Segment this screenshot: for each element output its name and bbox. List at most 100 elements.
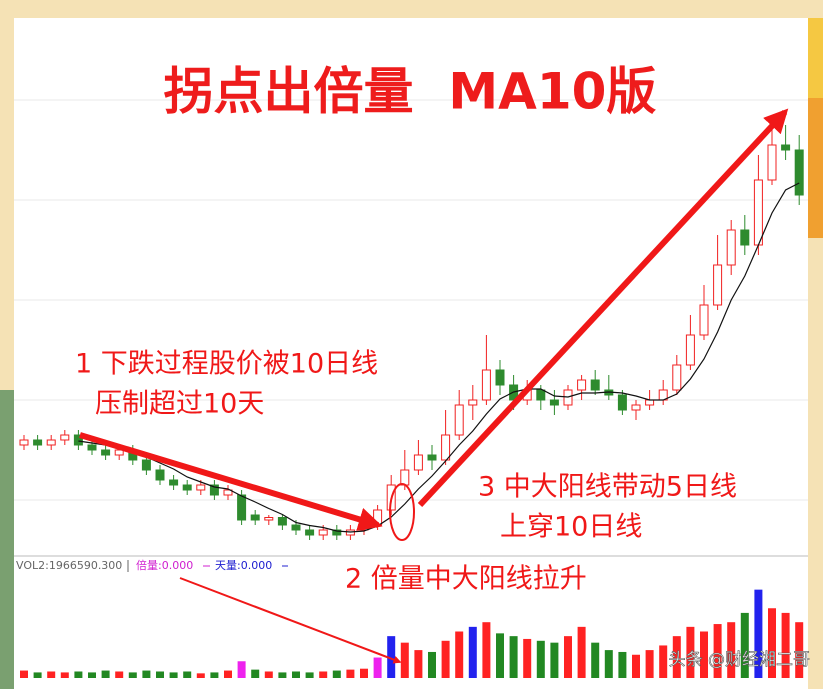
candle-body xyxy=(182,484,192,491)
marks xyxy=(19,120,804,678)
volume-bar xyxy=(577,626,586,678)
candle-body xyxy=(549,399,559,406)
grid xyxy=(14,99,808,557)
candle-body xyxy=(631,404,641,411)
volume-bar xyxy=(645,650,654,678)
volume-bar xyxy=(128,672,137,678)
candle-body xyxy=(726,229,736,266)
candle-body xyxy=(277,517,287,526)
annotation: 上穿10日线 xyxy=(500,512,642,543)
volume-bar xyxy=(237,661,246,678)
volume-bar xyxy=(509,636,518,678)
candle-body xyxy=(617,394,627,411)
candle-body xyxy=(699,304,709,336)
volume-bar xyxy=(142,670,151,678)
arrow xyxy=(179,577,402,664)
volume-bar xyxy=(591,642,600,678)
volume-bar xyxy=(618,651,627,678)
candle-body xyxy=(577,379,587,391)
volume-bar xyxy=(101,670,110,678)
candle-body xyxy=(481,369,491,401)
candle-body xyxy=(740,229,750,246)
volume-bar xyxy=(210,672,219,678)
volume-bar xyxy=(414,650,423,678)
volume-bar xyxy=(305,672,314,678)
plot-area xyxy=(14,18,808,689)
candle-body xyxy=(114,449,124,456)
volume-bar xyxy=(292,671,300,678)
volume-bar xyxy=(373,657,382,678)
volume-bar xyxy=(564,636,572,678)
volume-bar xyxy=(387,636,396,678)
candle-body xyxy=(441,434,451,461)
candle-body xyxy=(169,479,179,486)
volume-bar xyxy=(278,672,287,678)
candle-body xyxy=(590,379,600,391)
volume-legend: 天量:0.000 xyxy=(215,559,272,572)
annotation: 压制超过10天 xyxy=(95,389,264,420)
candle-body xyxy=(60,434,70,441)
volume-bar xyxy=(713,624,722,678)
candle-body xyxy=(767,144,777,181)
candle-body xyxy=(73,434,83,446)
volume-bar xyxy=(468,626,477,678)
volume-bar xyxy=(74,671,83,678)
candle-body xyxy=(427,454,437,461)
volume-bar xyxy=(536,640,545,678)
volume-bar xyxy=(115,671,124,678)
candle-body xyxy=(291,524,301,531)
volume-bar xyxy=(264,671,273,678)
annotation: 2 倍量中大阳线拉升 xyxy=(345,564,587,595)
volume-bar xyxy=(496,633,504,678)
volume-bar xyxy=(781,612,790,678)
candle-body xyxy=(305,529,315,536)
volume-bar xyxy=(428,651,436,678)
candle-body xyxy=(264,517,274,521)
chart-title: 拐点出倍量 MA10版 xyxy=(164,63,657,121)
candle-body xyxy=(713,264,723,306)
watermark: 头条 @财经湘二哥 xyxy=(669,650,810,670)
volume-bar xyxy=(196,673,205,678)
volume-bar xyxy=(60,672,69,678)
volume-bar xyxy=(727,622,736,678)
candle-body xyxy=(237,494,247,521)
candle-body xyxy=(209,484,219,496)
volume-bar xyxy=(346,669,355,678)
volume-bar xyxy=(686,626,695,678)
candle-body xyxy=(101,449,111,456)
volume-bar xyxy=(754,589,763,678)
candle-body xyxy=(332,529,342,536)
volume-bar xyxy=(47,671,56,678)
candle-body xyxy=(400,469,410,486)
volume-bar xyxy=(604,650,613,678)
candle-body xyxy=(318,529,328,536)
candle-body xyxy=(19,439,29,446)
volume-bar xyxy=(672,636,681,678)
candle-body xyxy=(468,399,478,406)
candle-body xyxy=(645,399,655,406)
candle-body xyxy=(359,524,369,531)
volume-bar xyxy=(319,671,328,678)
side-strip xyxy=(808,18,823,98)
volume-bar xyxy=(768,608,776,678)
candle-body xyxy=(685,334,695,366)
candle-body xyxy=(413,454,423,471)
candle-body xyxy=(781,144,791,151)
volume-bar xyxy=(88,672,96,678)
arrow xyxy=(417,108,789,508)
arrow xyxy=(79,432,383,531)
candle-body xyxy=(495,369,505,386)
volume-legend: VOL2:1966590.300 xyxy=(16,559,122,572)
side-strip xyxy=(808,98,823,238)
candle-body xyxy=(454,404,464,436)
volume-bar xyxy=(251,669,260,678)
volume-bar xyxy=(455,631,464,678)
volume-bar xyxy=(169,672,178,678)
candle-body xyxy=(141,459,151,471)
volume-bar xyxy=(156,671,164,678)
highlight-ellipse xyxy=(389,483,415,541)
candle-body xyxy=(672,364,682,391)
candle-body xyxy=(223,489,233,496)
annotation: 1 下跌过程股价被10日线 xyxy=(75,349,378,380)
